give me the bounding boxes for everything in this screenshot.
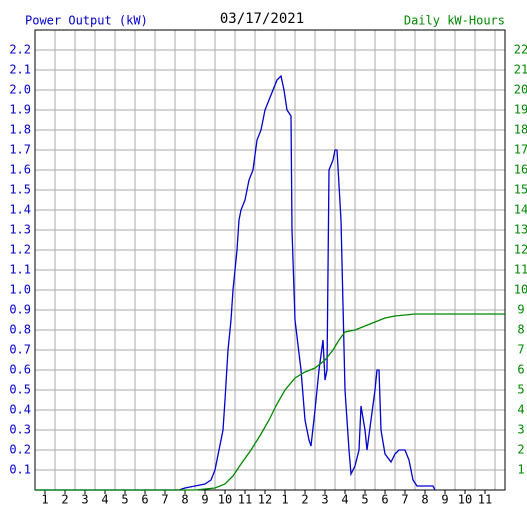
y-tick-label: 0.3 <box>9 423 31 437</box>
y2-tick-label: 6 <box>517 363 524 377</box>
y-tick-label: 0.7 <box>9 343 31 357</box>
y-axis-label: Power Output (kW) <box>25 14 148 28</box>
y-tick-label: 1.4 <box>9 203 31 217</box>
y2-tick-label: 13 <box>514 223 527 237</box>
y-tick-label: 0.9 <box>9 303 31 317</box>
x-tick-label: 7 <box>161 493 168 507</box>
y2-tick-label: 1 <box>517 463 524 477</box>
x-tick-label: 8 <box>181 493 188 507</box>
y-tick-label: 1.8 <box>9 123 31 137</box>
x-tick-label: 4 <box>101 493 108 507</box>
x-tick-label: 1 <box>281 493 288 507</box>
y2-tick-label: 16 <box>514 163 527 177</box>
y2-tick-label: 9 <box>517 303 524 317</box>
x-tick-label: 6 <box>381 493 388 507</box>
plot-frame <box>34 29 506 491</box>
x-tick-label: 3 <box>81 493 88 507</box>
x-tick-label: 11 <box>238 493 252 507</box>
y-tick-label: 0.4 <box>9 403 31 417</box>
data-line <box>35 313 505 491</box>
y-tick-label: 1.2 <box>9 243 31 257</box>
y-tick-label: 0.5 <box>9 383 31 397</box>
y2-tick-label: 21 <box>514 63 527 77</box>
y-tick-label: 2.2 <box>9 43 31 57</box>
y-tick-label: 1.0 <box>9 283 31 297</box>
x-tick-label: 9 <box>201 493 208 507</box>
y-tick-label: 1.6 <box>9 163 31 177</box>
y2-tick-label: 22 <box>514 43 527 57</box>
y-tick-label: 1.3 <box>9 223 31 237</box>
y2-tick-label: 10 <box>514 283 527 297</box>
y-tick-label: 0.8 <box>9 323 31 337</box>
y-tick-label: 0.1 <box>9 463 31 477</box>
y2-tick-label: 17 <box>514 143 527 157</box>
y2-tick-label: 2 <box>517 443 524 457</box>
x-tick-label: 2 <box>61 493 68 507</box>
y-tick-label: 2.0 <box>9 83 31 97</box>
y-tick-label: 1.7 <box>9 143 31 157</box>
x-tick-label: 9 <box>441 493 448 507</box>
x-tick-label: 10 <box>458 493 472 507</box>
y-tick-label: 0.6 <box>9 363 31 377</box>
data-line <box>35 74 436 491</box>
x-tick-label: 7 <box>401 493 408 507</box>
x-tick-label: 2 <box>301 493 308 507</box>
y2-tick-label: 7 <box>517 343 524 357</box>
x-tick-label: 3 <box>321 493 328 507</box>
y2-tick-label: 19 <box>514 103 527 117</box>
x-tick-label: 4 <box>341 493 348 507</box>
y2-tick-label: 11 <box>514 263 527 277</box>
x-tick-label: 8 <box>421 493 428 507</box>
x-tick-label: 1 <box>41 493 48 507</box>
x-tick-label: 10 <box>218 493 232 507</box>
x-tick-label: 6 <box>141 493 148 507</box>
y2-tick-label: 18 <box>514 123 527 137</box>
y-tick-label: 0.2 <box>9 443 31 457</box>
y2-tick-label: 14 <box>514 203 527 217</box>
y2-tick-label: 5 <box>517 383 524 397</box>
y-tick-label: 2.1 <box>9 63 31 77</box>
y-tick-label: 1.1 <box>9 263 31 277</box>
x-tick-label: 12 <box>258 493 272 507</box>
y-tick-label: 1.5 <box>9 183 31 197</box>
y2-tick-label: 3 <box>517 423 524 437</box>
x-tick-label: 11 <box>478 493 492 507</box>
y2-tick-label: 12 <box>514 243 527 257</box>
y2-tick-label: 4 <box>517 403 524 417</box>
x-tick-label: 5 <box>121 493 128 507</box>
y2-tick-label: 15 <box>514 183 527 197</box>
y2-tick-label: 8 <box>517 323 524 337</box>
y2-axis-label: Daily kW-Hours <box>404 14 505 28</box>
y2-tick-label: 20 <box>514 83 527 97</box>
chart-title: 03/17/2021 <box>220 11 304 27</box>
x-tick-label: 5 <box>361 493 368 507</box>
y-tick-label: 1.9 <box>9 103 31 117</box>
